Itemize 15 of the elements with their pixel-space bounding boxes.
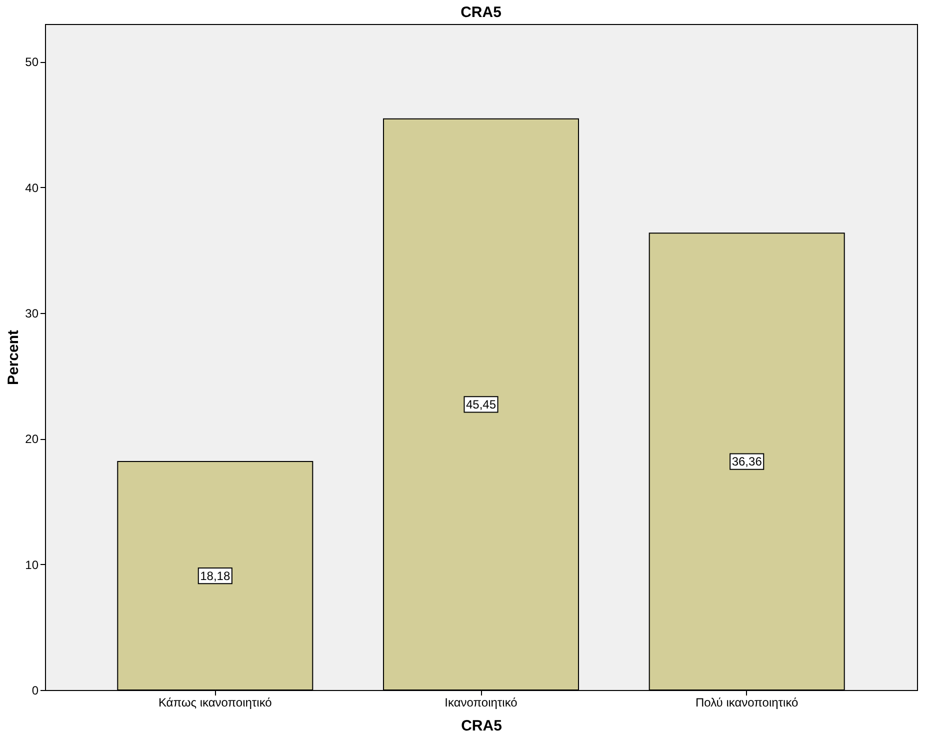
x-axis-title: CRA5 [461,718,502,734]
x-tick-label: Πολύ ικανοποιητικό [695,696,799,710]
chart-title: CRA5 [460,4,502,21]
y-tick-label: 40 [25,180,39,195]
y-axis-title: Percent [5,330,22,386]
data-label: 45,45 [466,397,496,412]
data-label: 18,18 [200,568,230,583]
y-tick-label: 0 [32,684,39,698]
x-tick-label: Κάπως ικανοποιητικό [158,696,272,710]
y-tick-label: 20 [25,432,39,446]
data-label: 36,36 [732,454,762,469]
y-tick-label: 50 [25,55,39,70]
y-tick-label: 10 [25,558,39,572]
x-tick-label: Ικανοποιητικό [444,696,518,710]
y-tick-label: 30 [25,306,39,321]
